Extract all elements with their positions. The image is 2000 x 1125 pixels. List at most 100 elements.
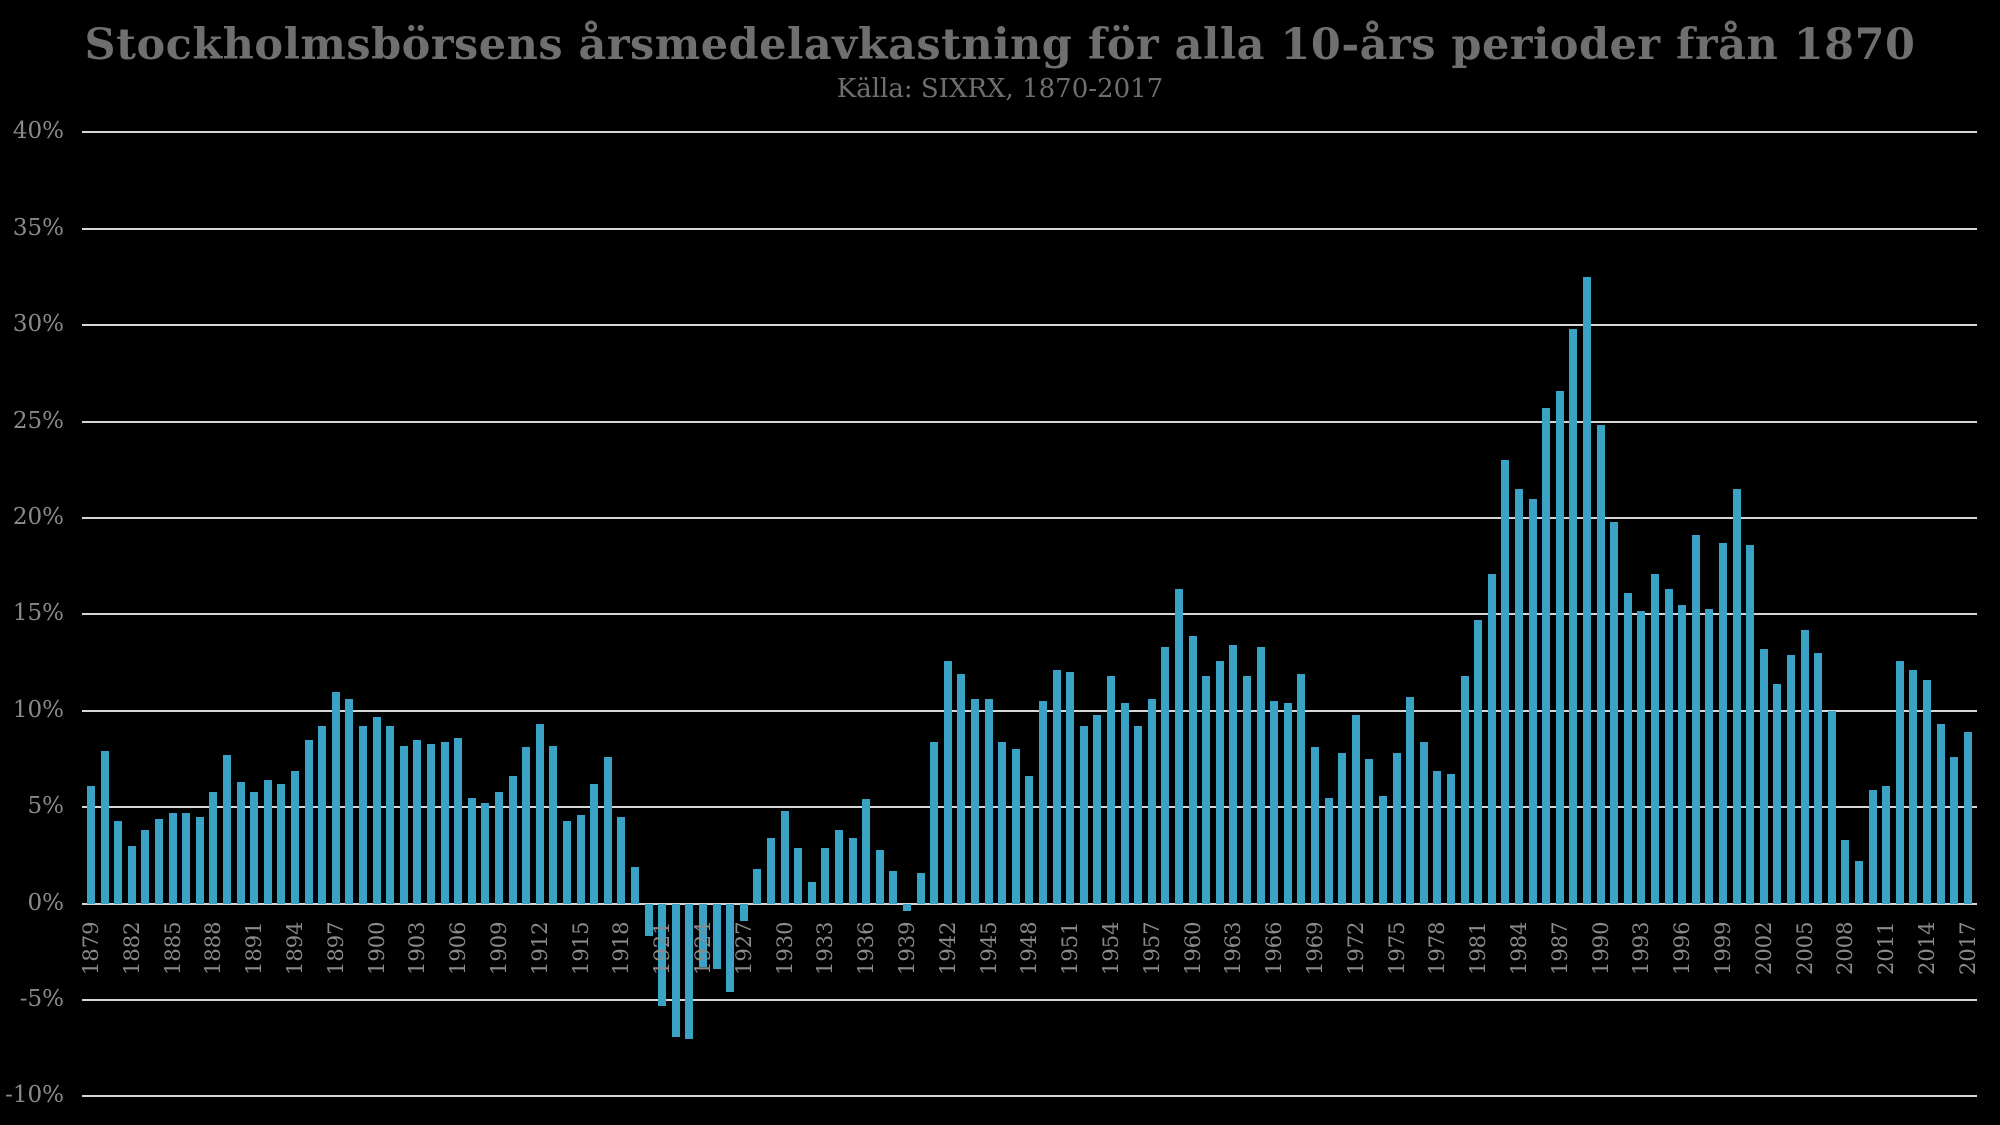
bar-1880 [100, 751, 109, 904]
bar-1947 [1011, 749, 1020, 904]
bar-1932 [807, 882, 816, 904]
bar-1893 [277, 784, 286, 904]
x-axis-label-2002: 2002 [1751, 921, 1776, 975]
bar-1912 [535, 724, 544, 904]
bar-1930 [780, 811, 789, 904]
gridline--5% [82, 999, 1977, 1001]
x-axis-label-1939: 1939 [895, 921, 919, 975]
x-axis-label-1879: 1879 [79, 921, 103, 975]
x-axis-label-2008: 2008 [1833, 921, 1858, 975]
x-axis-label-1930: 1930 [772, 921, 797, 975]
x-axis-label-1948: 1948 [1017, 921, 1042, 975]
gridline-35% [82, 227, 1977, 230]
bar-1909 [495, 791, 503, 904]
bar-1969 [1311, 747, 1319, 904]
x-axis-label-1906: 1906 [446, 921, 471, 975]
x-axis-label-1984: 1984 [1507, 921, 1531, 975]
bar-1928 [753, 868, 762, 904]
bar-2014 [1923, 679, 1931, 904]
bar-1987 [1555, 390, 1564, 904]
bar-1923 [685, 903, 694, 1039]
bar-1968 [1297, 674, 1306, 904]
bar-1982 [1487, 573, 1496, 904]
x-axis-label-1975: 1975 [1384, 921, 1409, 975]
bar-1898 [345, 699, 354, 904]
bar-2006 [1814, 652, 1823, 904]
bar-1938 [889, 870, 898, 904]
gridline-25% [82, 420, 1977, 423]
bar-1986 [1542, 408, 1551, 904]
bar-1910 [508, 776, 517, 904]
bar-1897 [331, 691, 340, 904]
y-axis-label: -10% [5, 1082, 64, 1109]
bar-2009 [1855, 861, 1863, 904]
bar-1892 [263, 780, 272, 904]
bar-1888 [209, 791, 218, 904]
bar-1948 [1025, 776, 1034, 904]
x-axis-label-1897: 1897 [323, 921, 348, 975]
bar-1911 [522, 747, 531, 904]
bar-1949 [1039, 701, 1047, 904]
x-axis-label-1972: 1972 [1343, 921, 1368, 975]
bar-1946 [998, 741, 1007, 904]
bar-2013 [1909, 670, 1918, 904]
bar-1957 [1147, 699, 1156, 904]
bar-1985 [1528, 498, 1537, 904]
bar-2003 [1773, 683, 1782, 904]
bar-1998 [1705, 608, 1714, 904]
bar-1889 [223, 755, 231, 904]
bar-1958 [1161, 647, 1170, 904]
bar-1976 [1406, 697, 1415, 904]
x-axis-label-1894: 1894 [283, 921, 307, 975]
bar-1927 [739, 903, 748, 921]
x-axis-label-1891: 1891 [242, 921, 267, 975]
y-axis-label: 40% [12, 118, 64, 145]
x-axis-label-1918: 1918 [609, 921, 634, 975]
x-axis-label-1933: 1933 [813, 921, 838, 975]
bar-1992 [1623, 593, 1632, 904]
bar-1905 [440, 741, 449, 904]
bar-1901 [386, 726, 395, 904]
chart-title: Stockholmsbörsens årsmedelavkastning för… [84, 20, 1916, 70]
y-axis-label: 0% [27, 889, 65, 916]
bar-1994 [1651, 573, 1659, 904]
y-axis-label: 15% [12, 600, 64, 627]
bar-1919 [631, 866, 639, 904]
bar-1967 [1283, 703, 1292, 904]
bar-1908 [481, 803, 490, 904]
bar-1925 [712, 903, 721, 970]
bar-1931 [794, 847, 803, 904]
bar-1940 [916, 872, 925, 904]
x-axis-label-1996: 1996 [1670, 921, 1695, 975]
x-axis-label-1936: 1936 [854, 921, 879, 975]
bar-1954 [1107, 676, 1115, 904]
bar-2005 [1800, 629, 1809, 904]
x-axis-label-1954: 1954 [1099, 921, 1123, 975]
x-axis-label-1888: 1888 [201, 921, 226, 975]
bar-1936 [862, 799, 871, 904]
bar-1991 [1610, 521, 1619, 904]
bar-1970 [1324, 797, 1333, 904]
bar-1907 [467, 797, 476, 904]
bar-2017 [1963, 732, 1972, 904]
bar-1895 [304, 739, 313, 904]
bar-1964 [1243, 676, 1251, 904]
x-axis-label-1882: 1882 [119, 921, 144, 975]
bar-1894 [291, 770, 299, 904]
bar-2015 [1936, 724, 1945, 904]
bar-1977 [1419, 741, 1428, 904]
bar-2007 [1827, 710, 1836, 904]
bar-2004 [1787, 654, 1795, 904]
x-axis-label-1927: 1927 [731, 921, 756, 975]
x-axis-label-2017: 2017 [1955, 921, 1980, 975]
bar-1966 [1270, 701, 1279, 904]
bar-1952 [1079, 726, 1088, 904]
bar-1915 [576, 814, 585, 904]
bar-1934 [835, 830, 843, 904]
y-axis-label: 25% [12, 407, 64, 434]
bar-1955 [1120, 703, 1129, 904]
bar-1920 [644, 903, 653, 937]
gridline-0% [82, 902, 1977, 905]
x-axis-label-1945: 1945 [976, 921, 1001, 975]
bar-1921 [658, 903, 667, 1006]
